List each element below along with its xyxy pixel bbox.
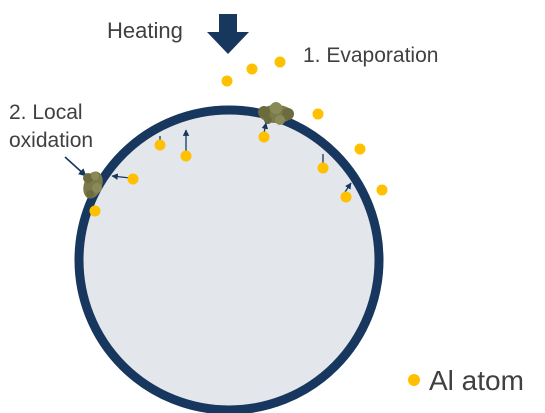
al-atom [246,63,258,75]
down-arrow-icon [207,14,249,54]
al-atom [127,173,139,185]
al-atom [340,191,352,203]
al-atom [154,139,166,151]
legend-al-atom-label: Al atom [429,365,524,396]
atom-arrow [111,173,131,180]
local-oxidation-label-line1: 2. Local [9,101,83,124]
al-atom [312,108,324,120]
al-atom [354,143,366,155]
al-atom [180,150,192,162]
atom-arrow [261,122,269,134]
al-atoms [89,56,388,217]
oxidation-pointer-arrow [64,156,87,177]
legend-al-atom-icon [408,374,420,386]
al-atom [317,162,329,174]
al-atom [274,56,286,68]
al-atom [221,75,233,87]
atom-arrow [344,182,352,193]
oxide-cluster-left [83,171,103,199]
heating-label: Heating [107,18,183,43]
local-oxidation-label-line2: oxidation [9,129,93,152]
particle-shell [74,105,384,413]
atom-motion-arrows [111,122,352,193]
al-atom [258,131,270,143]
oxide-cluster-top [258,102,294,125]
al-atom [89,205,101,217]
evaporation-label: 1. Evaporation [303,44,438,67]
al-atom [376,184,388,196]
